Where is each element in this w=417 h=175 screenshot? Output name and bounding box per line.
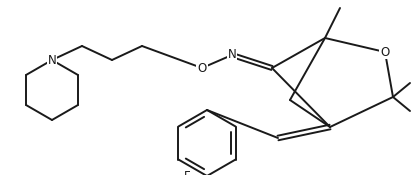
Text: O: O bbox=[380, 46, 389, 58]
Text: N: N bbox=[48, 54, 56, 66]
Text: N: N bbox=[228, 48, 236, 61]
Text: F: F bbox=[183, 170, 190, 175]
Text: O: O bbox=[197, 61, 207, 75]
